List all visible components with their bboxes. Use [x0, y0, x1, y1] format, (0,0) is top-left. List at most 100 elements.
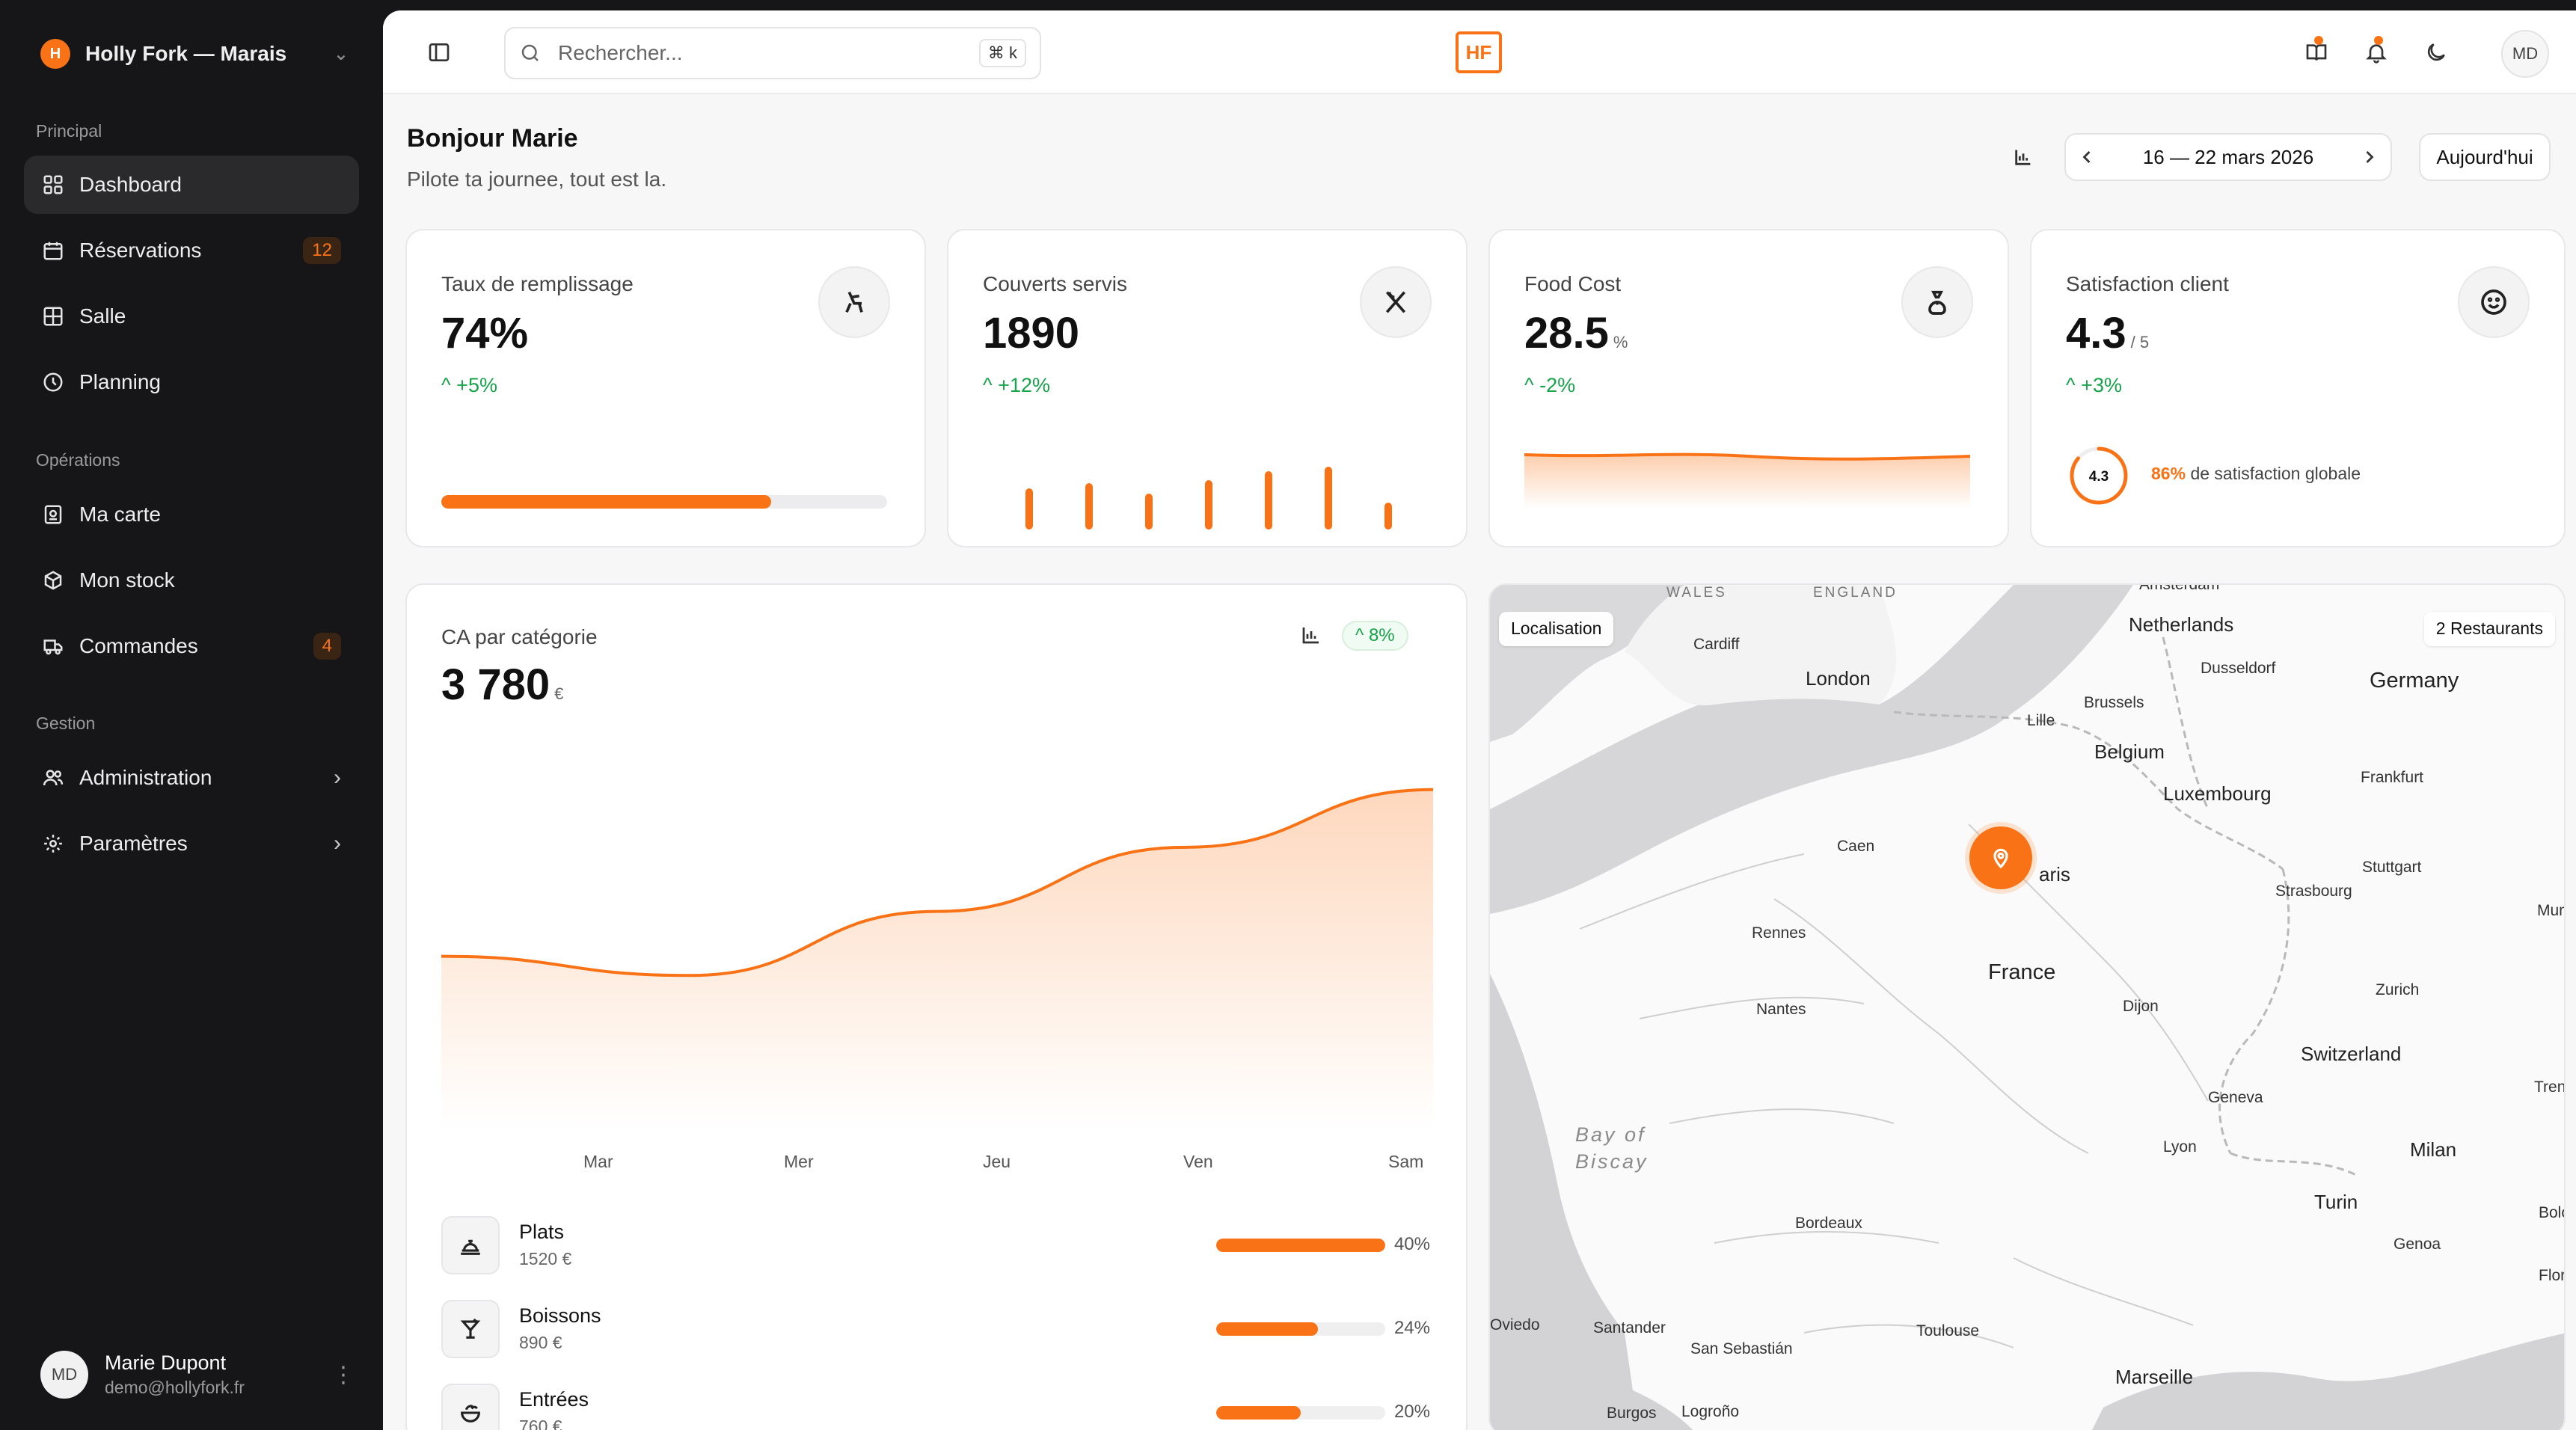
sidebar-item-mon-stock[interactable]: Mon stock	[24, 551, 359, 610]
chevron-right-icon[interactable]	[2359, 147, 2380, 168]
category-amount: 890 €	[519, 1333, 562, 1352]
revenue-by-category-card: CA par catégorie 3 780 € ^ 8% Plats 1520 …	[405, 583, 1468, 1430]
money-bag-icon	[1901, 266, 1973, 338]
notifications-button[interactable]	[2353, 29, 2399, 76]
workspace-name: Holly Fork — Marais	[85, 42, 287, 65]
kpi-value-number: 4.3	[2066, 309, 2126, 358]
sidebar-item-parametres[interactable]: Paramètres ›	[24, 814, 359, 873]
sidebar-item-ma-carte[interactable]: Ma carte	[24, 485, 359, 544]
sidebar-item-salle[interactable]: Salle	[24, 287, 359, 346]
kpi-unit: %	[1613, 333, 1628, 352]
category-pct: 20%	[1393, 1402, 1430, 1422]
logo: HF	[1456, 31, 1502, 73]
sidebar-item-label: Salle	[79, 304, 126, 328]
workspace-badge: H	[40, 39, 70, 69]
map-pin-icon	[1993, 848, 2008, 869]
x-tick-label: Sam	[1388, 1152, 1424, 1171]
map-label: Toulouse	[1916, 1322, 1980, 1340]
map-label: London	[1806, 667, 1871, 690]
restaurant-location-pin[interactable]	[1969, 826, 2032, 889]
map-label: Oviedo	[1490, 1316, 1540, 1334]
truck-icon	[42, 635, 64, 657]
map-label: Lyon	[2163, 1138, 2197, 1156]
section-label-operations: Opérations	[36, 450, 120, 470]
map-label: WALES	[1666, 585, 1727, 601]
smile-icon	[2458, 266, 2530, 338]
trend-badge-value: 8%	[1368, 625, 1395, 645]
sidebar-item-planning[interactable]: Planning	[24, 353, 359, 411]
kpi-card-covers: Couverts servis 1890 ^ +12%	[947, 229, 1468, 547]
search-icon	[521, 44, 539, 61]
page-title: Bonjour Marie	[407, 124, 578, 153]
card-title: CA par catégorie	[441, 625, 598, 648]
date-range-picker[interactable]: 16 — 22 mars 2026	[2064, 133, 2392, 181]
map-tag-restaurants[interactable]: 2 Restaurants	[2423, 612, 2555, 646]
sidebar-item-reservations[interactable]: Réservations 12	[24, 221, 359, 280]
avatar[interactable]: MD	[2501, 30, 2549, 78]
chart-view-button[interactable]	[1999, 133, 2048, 181]
kpi-label: Couverts servis	[983, 272, 1127, 295]
grid-icon	[42, 174, 64, 196]
covers-bar	[1025, 488, 1033, 530]
category-row-boissons[interactable]: Boissons 890 € 24%	[441, 1300, 1433, 1360]
revenue-total: 3 780 €	[441, 660, 563, 710]
x-tick-label: Jeu	[983, 1152, 1011, 1171]
map-label: Logroño	[1681, 1403, 1740, 1420]
revenue-value: 3 780	[441, 660, 551, 709]
sidebar-item-dashboard[interactable]: Dashboard	[24, 156, 359, 214]
map-label: Rennes	[1752, 924, 1806, 942]
today-button[interactable]: Aujourd'hui	[2419, 133, 2551, 181]
covers-bar	[1205, 480, 1212, 530]
sidebar-item-commandes[interactable]: Commandes 4	[24, 617, 359, 675]
date-range-label: 16 — 22 mars 2026	[2142, 145, 2314, 168]
category-pct: 24%	[1393, 1318, 1430, 1338]
sidebar-item-label: Ma carte	[79, 503, 161, 526]
gauge-value: 4.3	[2089, 469, 2109, 485]
covers-bar	[1085, 483, 1093, 530]
category-amount: 1520 €	[519, 1249, 572, 1268]
kpi-card-food-cost: Food Cost 28.5% ^ -2%	[1488, 229, 2009, 547]
reservations-count-badge: 12	[303, 237, 341, 264]
user-profile[interactable]: MD Marie Dupont demo@hollyfork.fr ⋮	[40, 1346, 355, 1403]
map-label: Frankfurt	[2361, 769, 2424, 786]
map-label: Biscay	[1575, 1150, 1649, 1173]
food-cost-sparkline	[1524, 452, 1970, 509]
trend-badge: ^ 8%	[1342, 621, 1408, 651]
main-content: Rechercher... ⌘ k HF MD Bonjour Marie Pi…	[383, 10, 2576, 1430]
menu-card-icon	[42, 503, 64, 526]
location-map[interactable]: Localisation 2 Restaurants WALES ENGLAND…	[1488, 583, 2566, 1430]
book-open-icon	[2306, 44, 2327, 61]
map-label: Flor	[2539, 1267, 2566, 1284]
utensils-icon	[1360, 266, 1432, 338]
category-name: Plats	[519, 1221, 565, 1243]
topbar: Rechercher... ⌘ k HF MD	[383, 10, 2576, 94]
map-label: Cardiff	[1693, 636, 1740, 653]
theme-toggle-button[interactable]	[2413, 29, 2459, 76]
map-label: Geneva	[2208, 1089, 2263, 1106]
workspace-switcher[interactable]: H Holly Fork — Marais ⌄	[40, 36, 349, 72]
category-bar	[1216, 1239, 1385, 1252]
more-vertical-icon[interactable]: ⋮	[332, 1362, 355, 1387]
category-pct: 40%	[1393, 1234, 1430, 1254]
kpi-trend-value: +12%	[998, 374, 1050, 396]
chevron-left-icon[interactable]	[2076, 147, 2097, 168]
page-subtitle: Pilote ta journee, tout est la.	[407, 168, 667, 191]
kpi-trend: ^ +5%	[441, 374, 497, 396]
docs-button[interactable]	[2293, 29, 2340, 76]
map-label: Dusseldorf	[2201, 660, 2276, 677]
category-row-plats[interactable]: Plats 1520 € 40%	[441, 1216, 1433, 1276]
sidebar-item-administration[interactable]: Administration ›	[24, 749, 359, 807]
map-label: Switzerland	[2301, 1043, 2402, 1065]
satisfaction-text: de satisfaction globale	[2190, 464, 2361, 483]
map-label: Brussels	[2084, 694, 2144, 711]
fill-rate-progress	[441, 495, 887, 509]
search-input[interactable]: Rechercher... ⌘ k	[504, 27, 1041, 79]
category-bar	[1216, 1406, 1385, 1420]
category-row-entrees[interactable]: Entrées 760 € 20%	[441, 1384, 1433, 1430]
map-label: Strasbourg	[2275, 883, 2352, 900]
bar-chart-icon[interactable]	[1300, 624, 1322, 646]
toggle-sidebar-button[interactable]	[416, 29, 462, 76]
avatar: MD	[40, 1351, 88, 1399]
progress-fill	[441, 495, 772, 509]
map-label: Netherlands	[2129, 613, 2234, 636]
